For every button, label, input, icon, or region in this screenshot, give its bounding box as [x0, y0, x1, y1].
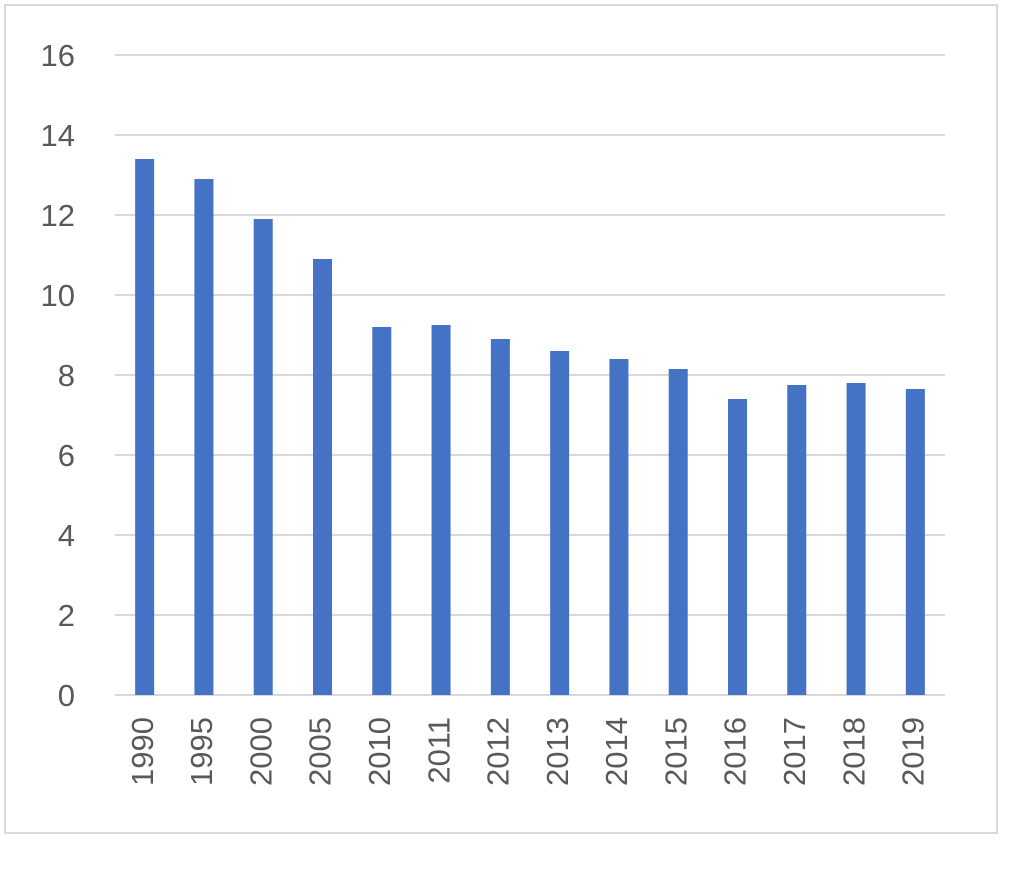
x-tick-label: 2005 — [303, 717, 338, 786]
bar — [787, 385, 807, 695]
bar — [194, 179, 214, 695]
bar — [253, 219, 273, 695]
x-tick-label: 2018 — [836, 717, 871, 786]
x-tick-label: 2016 — [718, 717, 753, 786]
x-tick-label: 1990 — [125, 717, 160, 786]
x-tick-label: 2019 — [896, 717, 931, 786]
y-tick-label: 0 — [58, 678, 75, 713]
y-tick-label: 10 — [41, 278, 75, 313]
bar — [431, 325, 451, 695]
bar — [905, 389, 925, 695]
bar — [609, 359, 629, 695]
x-tick-label: 1995 — [184, 717, 219, 786]
y-tick-label: 6 — [58, 438, 75, 473]
x-tick-label: 2013 — [540, 717, 575, 786]
bar — [550, 351, 570, 695]
x-tick-label: 2014 — [599, 717, 634, 786]
y-tick-label: 16 — [41, 38, 75, 73]
bar — [313, 259, 332, 695]
x-tick-label: 2011 — [421, 717, 456, 784]
x-tick-label: 2012 — [481, 717, 516, 786]
y-tick-label: 12 — [41, 198, 75, 233]
y-tick-label: 4 — [58, 518, 75, 553]
bar — [728, 399, 747, 695]
x-tick-label: 2017 — [777, 717, 812, 786]
bar — [135, 159, 155, 695]
y-tick-label: 14 — [41, 118, 75, 153]
x-tick-label: 2015 — [658, 717, 693, 786]
y-tick-label: 2 — [58, 598, 75, 633]
y-tick-label: 8 — [58, 358, 75, 393]
x-tick-label: 2000 — [243, 717, 278, 786]
bar — [668, 369, 688, 695]
x-tick-label: 2010 — [362, 717, 397, 786]
bar — [372, 327, 392, 695]
bar — [490, 339, 510, 695]
bar — [846, 383, 866, 695]
